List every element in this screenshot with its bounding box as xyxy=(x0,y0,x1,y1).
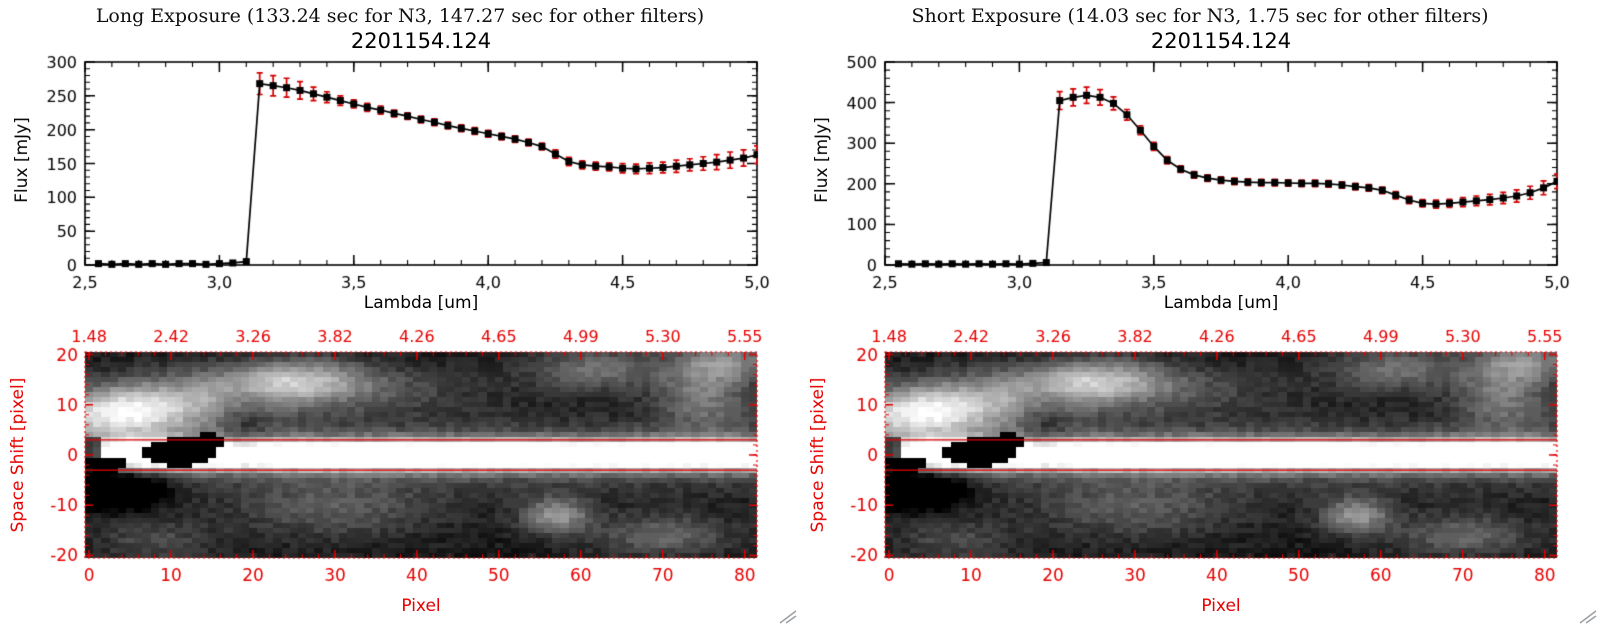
resize-grip-icon xyxy=(1579,610,1597,624)
panel-header: Short Exposure (14.03 sec for N3, 1.75 s… xyxy=(911,5,1489,27)
panel-header: Long Exposure (133.24 sec for N3, 147.27… xyxy=(95,5,705,27)
resize-grip-icon xyxy=(779,610,797,624)
spectrum-x-axis-label: Lambda [um] xyxy=(363,293,479,313)
resize-grip[interactable] xyxy=(1577,608,1597,624)
image-y-axis-label: Space Shift [pixel] xyxy=(8,377,28,533)
image-x-axis-label: Pixel xyxy=(1201,596,1241,616)
image-x-axis-label: Pixel xyxy=(401,596,441,616)
image-y-axis-label: Space Shift [pixel] xyxy=(808,377,828,533)
spectrum-x-axis-label: Lambda [um] xyxy=(1163,293,1279,313)
spectrum-plot xyxy=(0,52,800,322)
spectrum-y-axis-label: Flux [mJy] xyxy=(812,117,832,203)
panel-short-exposure: Short Exposure (14.03 sec for N3, 1.75 s… xyxy=(800,0,1600,630)
spectrum-title: 2201154.124 xyxy=(1150,29,1292,53)
spectral-image-plot xyxy=(800,320,1600,620)
panel-long-exposure: Long Exposure (133.24 sec for N3, 147.27… xyxy=(0,5,800,624)
spectrum-plot xyxy=(800,52,1600,322)
spectrum-title: 2201154.124 xyxy=(350,29,492,53)
spectrum-y-axis-label: Flux [mJy] xyxy=(12,117,32,203)
resize-grip[interactable] xyxy=(777,608,797,624)
spectral-image-plot xyxy=(0,320,800,620)
